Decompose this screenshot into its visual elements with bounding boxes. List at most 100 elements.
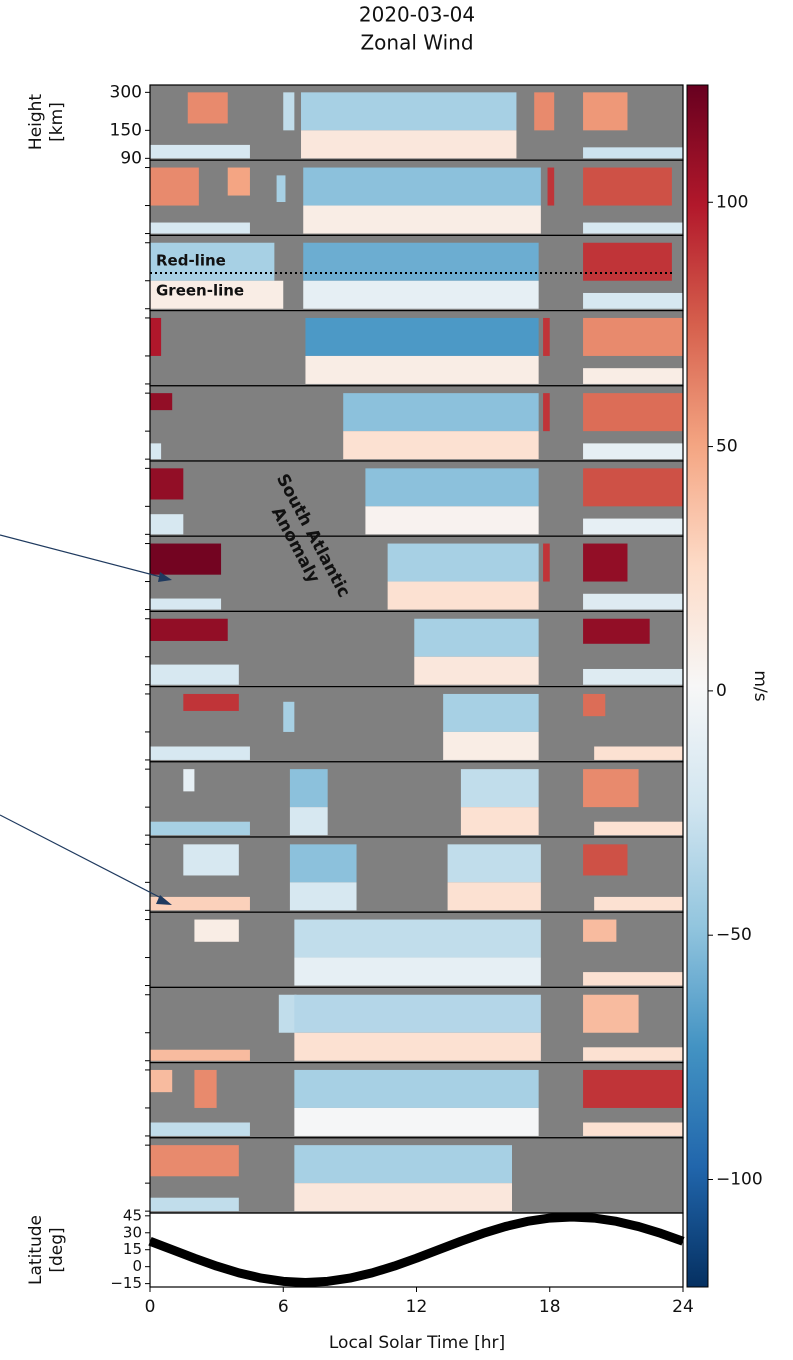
heat-cell: [583, 242, 672, 281]
heat-cell: [594, 821, 683, 836]
y-tick-label: −15: [110, 1274, 142, 1292]
heat-cell: [447, 844, 541, 883]
heat-cell: [387, 543, 539, 582]
heat-cell: [583, 292, 683, 309]
heat-cell: [278, 994, 297, 1033]
heat-cell: [583, 147, 683, 159]
heat-cell: [583, 368, 683, 384]
heat-cell: [150, 821, 250, 836]
heat-cell: [150, 1197, 239, 1212]
heat-cell: [150, 1069, 173, 1093]
y-tick-label: 90: [120, 148, 142, 168]
heat-cell: [365, 506, 539, 535]
chart-title: 2020-03-04: [359, 3, 475, 27]
heat-cell: [365, 468, 539, 507]
heat-cell: [183, 693, 239, 711]
heat-cell: [303, 205, 541, 234]
heat-cell: [447, 882, 541, 911]
heat-cell: [543, 543, 550, 582]
colorbar: [686, 84, 709, 1288]
heat-cell: [150, 1049, 250, 1061]
colorbar-label: m/s: [750, 670, 770, 701]
heat-cell: [289, 844, 357, 883]
heat-cell: [150, 896, 250, 911]
colorbar-tick-label: 50: [716, 437, 738, 457]
heat-cell: [583, 618, 650, 644]
heat-cell: [583, 994, 639, 1033]
y-tick-label: 0: [132, 1257, 142, 1275]
heat-cell: [294, 1145, 512, 1184]
heat-cell: [583, 919, 617, 942]
heat-cell: [583, 668, 683, 685]
heat-cell: [150, 664, 239, 685]
heat-cell: [294, 1032, 541, 1061]
heat-cell: [150, 167, 199, 206]
heat-cell: [294, 957, 541, 986]
heat-cell: [150, 393, 173, 411]
y-tick-label: 15: [123, 1240, 142, 1258]
heat-cell: [150, 280, 284, 309]
heat-cell: [194, 1069, 217, 1108]
heat-cell: [583, 1047, 683, 1061]
heat-cell: [583, 393, 683, 432]
heat-cell: [289, 882, 357, 911]
arrow: [0, 814, 166, 901]
heat-cell: [150, 144, 250, 159]
heat-cell: [283, 92, 295, 131]
heat-cell: [583, 1069, 683, 1108]
heat-cell: [150, 317, 162, 356]
x-tick-label: 12: [406, 1297, 428, 1317]
y-tick-label: 150: [110, 120, 142, 140]
heat-cell: [194, 919, 239, 942]
heat-cell: [150, 598, 222, 610]
heat-cell: [303, 280, 539, 309]
heat-cell: [387, 581, 539, 610]
heat-cell: [150, 443, 162, 460]
heat-cell: [150, 543, 222, 575]
heat-cell: [305, 355, 539, 384]
heat-cell: [583, 543, 628, 582]
heat-cell: [534, 92, 555, 131]
heat-cell: [460, 807, 539, 836]
y-axis-label: Height: [26, 94, 46, 151]
y-axis-label: [km]: [47, 102, 67, 142]
panel-frame: [149, 1212, 684, 1288]
heat-cell: [150, 1145, 239, 1177]
heat-cell: [294, 1107, 539, 1136]
y-tick-label: 45: [123, 1206, 142, 1224]
heat-cell: [289, 807, 328, 836]
heat-cell: [294, 994, 541, 1033]
heat-cell: [294, 919, 541, 958]
heat-cell: [150, 1122, 250, 1136]
heat-cell: [276, 175, 286, 203]
heat-cell: [583, 167, 672, 206]
heat-cell: [543, 393, 550, 432]
y-tick-label: 30: [123, 1223, 142, 1241]
heat-cell: [583, 92, 628, 131]
heat-cell: [460, 769, 539, 808]
x-tick-label: 6: [278, 1297, 289, 1317]
heat-cell: [303, 167, 541, 206]
heat-cell: [583, 593, 683, 610]
heat-cell: [150, 514, 184, 535]
heat-cell: [414, 656, 539, 685]
colorbar-tick-label: −100: [716, 1170, 763, 1190]
heat-cell: [150, 222, 250, 234]
heat-cell: [294, 1069, 539, 1108]
y-tick-label: 300: [110, 82, 142, 102]
heat-cell: [583, 844, 628, 876]
x-tick-label: 24: [672, 1297, 694, 1317]
heat-cell: [594, 896, 683, 911]
heat-cell: [294, 1183, 512, 1212]
heat-cell: [187, 92, 228, 124]
chart-subtitle: Zonal Wind: [360, 31, 473, 55]
heat-cell: [343, 431, 539, 460]
x-tick-label: 18: [539, 1297, 561, 1317]
arrow-head: [156, 895, 172, 905]
heat-cell: [303, 242, 539, 281]
latitude-line: [148, 1212, 685, 1287]
heat-cell: [289, 769, 328, 808]
heat-cell: [150, 618, 228, 641]
